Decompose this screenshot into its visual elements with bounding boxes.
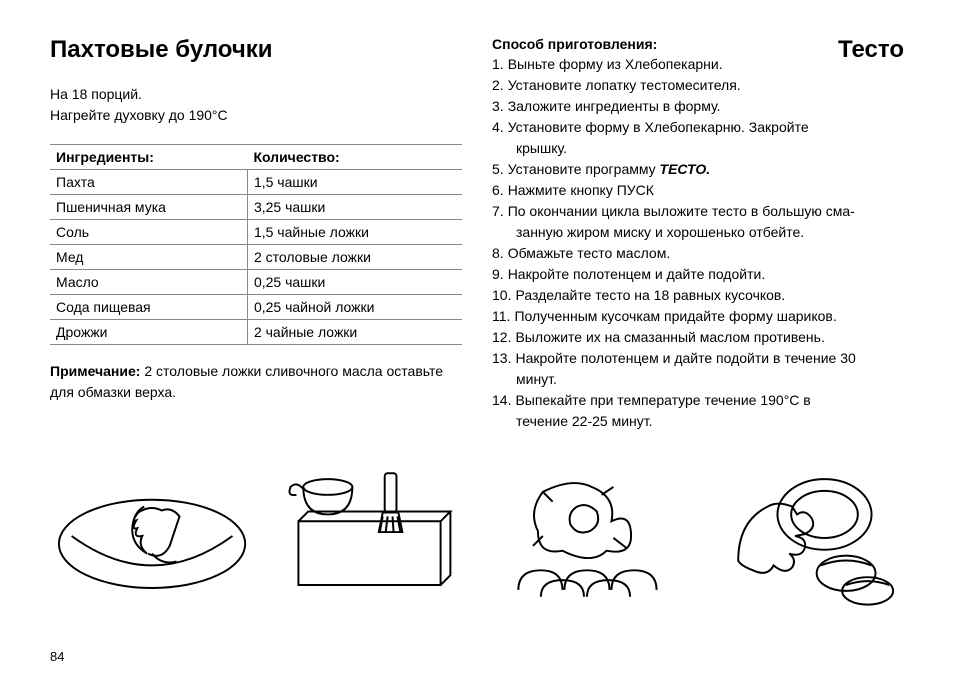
step-number: 6. — [492, 180, 504, 201]
step-text: Установите форму в Хлебопекарню. Закройт… — [504, 117, 904, 138]
step-number: 13. — [492, 348, 511, 369]
amount-cell: 2 чайные ложки — [247, 320, 462, 345]
th-amount: Количество: — [247, 145, 462, 170]
step-number: 14. — [492, 390, 511, 411]
table-row: Масло0,25 чашки — [50, 270, 462, 295]
step-number: 3. — [492, 96, 504, 117]
step-line: 4. Установите форму в Хлебопекарню. Закр… — [492, 117, 904, 138]
step-number: 7. — [492, 201, 504, 222]
amount-cell: 0,25 чайной ложки — [247, 295, 462, 320]
amount-cell: 3,25 чашки — [247, 195, 462, 220]
step-line: 8. Обмажьте тесто маслом. — [492, 243, 904, 264]
step-line: 12. Выложите их на смазанный маслом прот… — [492, 327, 904, 348]
table-row: Сода пищевая0,25 чайной ложки — [50, 295, 462, 320]
ingredients-table: Ингредиенты: Количество: Пахта1,5 чашкиП… — [50, 144, 462, 345]
ingredient-cell: Сода пищевая — [50, 295, 247, 320]
step-text: Выпекайте при температуре течение 190°С … — [511, 390, 904, 411]
step-text: Нажмите кнопку ПУСК — [504, 180, 904, 201]
step-number: 12. — [492, 327, 511, 348]
illustration-kneading — [54, 466, 255, 606]
step-text: Накройте полотенцем и дайте подойти в те… — [511, 348, 904, 369]
step-text: По окончании цикла выложите тесто в боль… — [504, 201, 904, 222]
step-number: 5. — [492, 159, 504, 180]
step-number: 2. — [492, 75, 504, 96]
amount-cell: 1,5 чашки — [247, 170, 462, 195]
step-continuation: занную жиром миску и хорошенько отбейте. — [492, 222, 904, 243]
illustration-greasing-pan — [269, 466, 470, 606]
table-row: Пшеничная мука3,25 чашки — [50, 195, 462, 220]
step-line: 10. Разделайте тесто на 18 равных кусочк… — [492, 285, 904, 306]
amount-cell: 1,5 чайные ложки — [247, 220, 462, 245]
illustration-brushing-bun — [699, 466, 900, 606]
step-number: 4. — [492, 117, 504, 138]
oven-line: Нагрейте духовку до 190°С — [50, 105, 462, 126]
step-text: Установите лопатку тестомесителя. — [504, 75, 904, 96]
step-continuation: минут. — [492, 369, 904, 390]
recipe-title: Пахтовые булочки — [50, 36, 462, 64]
step-line: 6. Нажмите кнопку ПУСК — [492, 180, 904, 201]
section-title: Тесто — [838, 36, 904, 64]
illustration-shaping-balls — [484, 466, 685, 606]
page-number: 84 — [50, 649, 64, 664]
step-line: 14. Выпекайте при температуре течение 19… — [492, 390, 904, 411]
recipe-intro: На 18 порций. Нагрейте духовку до 190°С — [50, 84, 462, 126]
method-steps: 1. Выньте форму из Хлебопекарни.2. Устан… — [492, 54, 904, 432]
table-row: Пахта1,5 чашки — [50, 170, 462, 195]
step-text: Накройте полотенцем и дайте подойти. — [504, 264, 904, 285]
portions-line: На 18 порций. — [50, 84, 462, 105]
recipe-note: Примечание: 2 столовые ложки сливочного … — [50, 361, 462, 403]
ingredient-cell: Пшеничная мука — [50, 195, 247, 220]
step-continuation: крышку. — [492, 138, 904, 159]
right-column: Способ приготовления: 1. Выньте форму из… — [492, 36, 904, 432]
ingredient-cell: Дрожжи — [50, 320, 247, 345]
step-line: 5. Установите программу ТЕСТО. — [492, 159, 904, 180]
amount-cell: 2 столовые ложки — [247, 245, 462, 270]
step-text: Установите программу ТЕСТО. — [504, 159, 904, 180]
table-row: Мед2 столовые ложки — [50, 245, 462, 270]
table-row: Дрожжи2 чайные ложки — [50, 320, 462, 345]
ingredient-cell: Соль — [50, 220, 247, 245]
step-line: 11. Полученным кусочкам придайте форму ш… — [492, 306, 904, 327]
step-line: 2. Установите лопатку тестомесителя. — [492, 75, 904, 96]
step-number: 11. — [492, 306, 510, 327]
ingredient-cell: Мед — [50, 245, 247, 270]
table-row: Соль1,5 чайные ложки — [50, 220, 462, 245]
amount-cell: 0,25 чашки — [247, 270, 462, 295]
step-text: Заложите ингредиенты в форму. — [504, 96, 904, 117]
step-text: Разделайте тесто на 18 равных кусочков. — [511, 285, 904, 306]
illustration-row — [50, 466, 904, 606]
step-number: 1. — [492, 54, 504, 75]
step-text: Полученным кусочкам придайте форму шарик… — [510, 306, 904, 327]
ingredient-cell: Пахта — [50, 170, 247, 195]
step-number: 8. — [492, 243, 504, 264]
step-line: 9. Накройте полотенцем и дайте подойти. — [492, 264, 904, 285]
ingredient-cell: Масло — [50, 270, 247, 295]
step-line: 3. Заложите ингредиенты в форму. — [492, 96, 904, 117]
left-column: Пахтовые булочки На 18 порций. Нагрейте … — [50, 36, 462, 432]
step-text: Обмажьте тесто маслом. — [504, 243, 904, 264]
note-label: Примечание: — [50, 363, 140, 379]
step-text: Выложите их на смазанный маслом противен… — [511, 327, 904, 348]
step-number: 9. — [492, 264, 504, 285]
step-line: 13. Накройте полотенцем и дайте подойти … — [492, 348, 904, 369]
th-ingredient: Ингредиенты: — [50, 145, 247, 170]
step-continuation: течение 22-25 минут. — [492, 411, 904, 432]
step-line: 7. По окончании цикла выложите тесто в б… — [492, 201, 904, 222]
step-number: 10. — [492, 285, 511, 306]
